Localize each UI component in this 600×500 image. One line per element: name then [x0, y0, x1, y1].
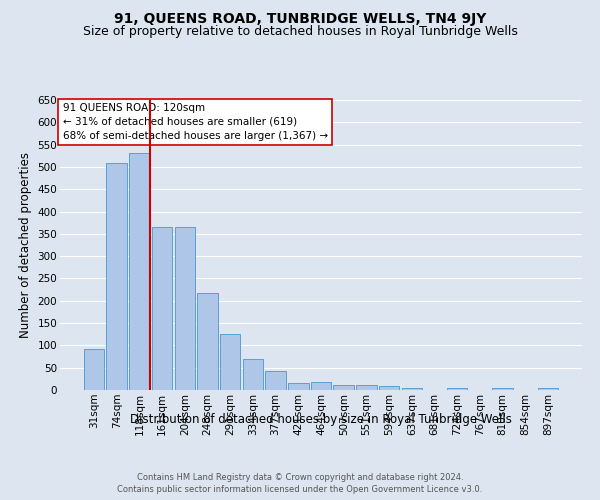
Text: 91, QUEENS ROAD, TUNBRIDGE WELLS, TN4 9JY: 91, QUEENS ROAD, TUNBRIDGE WELLS, TN4 9J…	[114, 12, 486, 26]
Text: 91 QUEENS ROAD: 120sqm
← 31% of detached houses are smaller (619)
68% of semi-de: 91 QUEENS ROAD: 120sqm ← 31% of detached…	[62, 103, 328, 141]
Bar	[311, 382, 331, 390]
Bar	[175, 227, 195, 390]
Bar	[538, 388, 558, 390]
Bar	[379, 386, 400, 390]
Bar	[265, 371, 286, 390]
Bar	[493, 388, 513, 390]
Bar	[447, 388, 467, 390]
Bar	[152, 227, 172, 390]
Y-axis label: Number of detached properties: Number of detached properties	[19, 152, 32, 338]
Bar	[129, 152, 149, 390]
Text: Contains public sector information licensed under the Open Government Licence v3: Contains public sector information licen…	[118, 485, 482, 494]
Text: Contains HM Land Registry data © Crown copyright and database right 2024.: Contains HM Land Registry data © Crown c…	[137, 472, 463, 482]
Text: Size of property relative to detached houses in Royal Tunbridge Wells: Size of property relative to detached ho…	[83, 25, 517, 38]
Bar	[356, 385, 377, 390]
Bar	[197, 293, 218, 390]
Bar	[242, 359, 263, 390]
Bar	[401, 388, 422, 390]
Bar	[84, 348, 104, 390]
Bar	[334, 385, 354, 390]
Bar	[288, 384, 308, 390]
Bar	[220, 334, 241, 390]
Text: Distribution of detached houses by size in Royal Tunbridge Wells: Distribution of detached houses by size …	[130, 412, 512, 426]
Bar	[106, 164, 127, 390]
